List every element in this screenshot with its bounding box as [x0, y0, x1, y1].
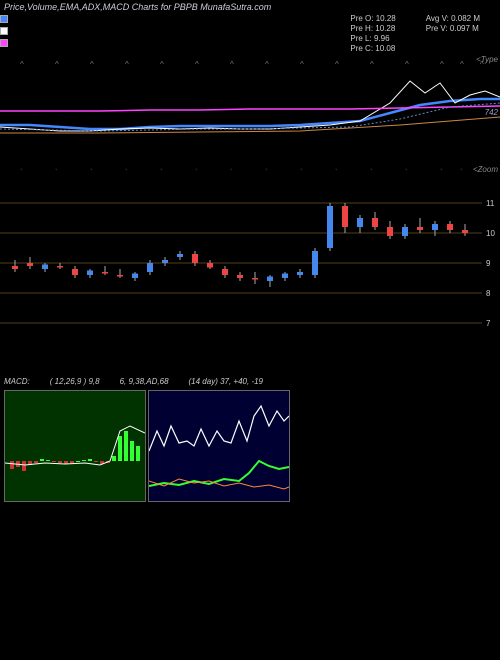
legend-mt-swatch — [0, 27, 8, 35]
svg-text:^: ^ — [195, 60, 199, 69]
svg-text:`: ` — [195, 168, 198, 177]
top-chart-svg: ^^^^^^^^^^^^^^^ — [0, 53, 500, 163]
svg-text:`: ` — [370, 168, 373, 177]
legend-pt: DOW PT: 9 — [0, 38, 70, 48]
macd-l2: ( 12,26,9 ) 9,8 — [50, 377, 100, 386]
svg-text:^: ^ — [460, 60, 464, 69]
legend-mt-label: DOW MT: 8.9 — [12, 26, 66, 36]
top-y-label: 742 — [485, 108, 498, 117]
candle-axis-note: <Zoom — [473, 165, 498, 174]
svg-text:`: ` — [125, 168, 128, 177]
bottom-panels — [0, 390, 500, 502]
svg-text:`: ` — [460, 168, 463, 177]
macd-l4: (14 day) 37, +40, -19 — [189, 377, 264, 386]
info-col-1: Pre O: 10.28 Pre H: 10.28 Pre L: 9.96 Pr… — [350, 14, 395, 53]
candle-chart[interactable]: <Zoom 7891011``````````````` — [0, 163, 500, 333]
svg-text:^: ^ — [265, 60, 269, 69]
candle-chart-svg: 7891011``````````````` — [0, 163, 500, 333]
info-h: Pre H: 10.28 — [350, 24, 395, 33]
svg-text:`: ` — [335, 168, 338, 177]
svg-text:9: 9 — [486, 259, 491, 268]
svg-text:^: ^ — [230, 60, 234, 69]
svg-text:^: ^ — [55, 60, 59, 69]
info-col-2: Avg V: 0.082 M Pre V: 0.097 M — [426, 14, 480, 53]
svg-text:`: ` — [160, 168, 163, 177]
macd-l3: 6, 9,38,AD,68 — [120, 377, 169, 386]
info-av: Avg V: 0.082 M — [426, 14, 480, 23]
svg-text:^: ^ — [440, 60, 444, 69]
svg-text:^: ^ — [405, 60, 409, 69]
info-pv: Pre V: 0.097 M — [426, 24, 480, 33]
legend-pt-label: DOW PT: 9 — [12, 38, 57, 48]
svg-text:^: ^ — [90, 60, 94, 69]
svg-text:`: ` — [230, 168, 233, 177]
macd-svg — [5, 391, 145, 501]
info-l: Pre L: 9.96 — [350, 34, 395, 43]
svg-text:`: ` — [440, 168, 443, 177]
svg-text:8: 8 — [486, 289, 491, 298]
svg-text:`: ` — [405, 168, 408, 177]
top-line-chart[interactable]: <Type ^^^^^^^^^^^^^^^ 742 — [0, 53, 500, 163]
svg-text:`: ` — [20, 168, 23, 177]
indicator-labels: MACD: ( 12,26,9 ) 9,8 6, 9,38,AD,68 (14 … — [0, 373, 500, 390]
legend: DOW ST: 9.56 DOW MT: 8.9 DOW PT: 9 — [0, 14, 70, 53]
svg-text:^: ^ — [20, 60, 24, 69]
header-row: DOW ST: 9.56 DOW MT: 8.9 DOW PT: 9 Pre O… — [0, 14, 500, 53]
svg-text:`: ` — [90, 168, 93, 177]
legend-st: DOW ST: 9.56 — [0, 14, 70, 24]
svg-text:11: 11 — [486, 199, 495, 208]
legend-st-label: DOW ST: 9.56 — [12, 14, 70, 24]
svg-text:`: ` — [55, 168, 58, 177]
info-o: Pre O: 10.28 — [350, 14, 395, 23]
svg-text:^: ^ — [300, 60, 304, 69]
svg-text:^: ^ — [335, 60, 339, 69]
chart-title: Price,Volume,EMA,ADX,MACD Charts for PBP… — [0, 0, 500, 14]
svg-text:10: 10 — [486, 229, 495, 238]
info-columns: Pre O: 10.28 Pre H: 10.28 Pre L: 9.96 Pr… — [350, 14, 480, 53]
svg-text:7: 7 — [486, 319, 491, 328]
adx-panel[interactable] — [148, 390, 290, 502]
macd-panel[interactable] — [4, 390, 146, 502]
info-c: Pre C: 10.08 — [350, 44, 395, 53]
adx-svg — [149, 391, 289, 501]
legend-mt: DOW MT: 8.9 — [0, 26, 70, 36]
svg-text:`: ` — [300, 168, 303, 177]
svg-text:^: ^ — [160, 60, 164, 69]
svg-text:^: ^ — [125, 60, 129, 69]
legend-st-swatch — [0, 15, 8, 23]
macd-l1: MACD: — [4, 377, 30, 386]
legend-pt-swatch — [0, 39, 8, 47]
top-axis-note: <Type — [476, 55, 498, 64]
svg-text:`: ` — [265, 168, 268, 177]
svg-text:^: ^ — [370, 60, 374, 69]
